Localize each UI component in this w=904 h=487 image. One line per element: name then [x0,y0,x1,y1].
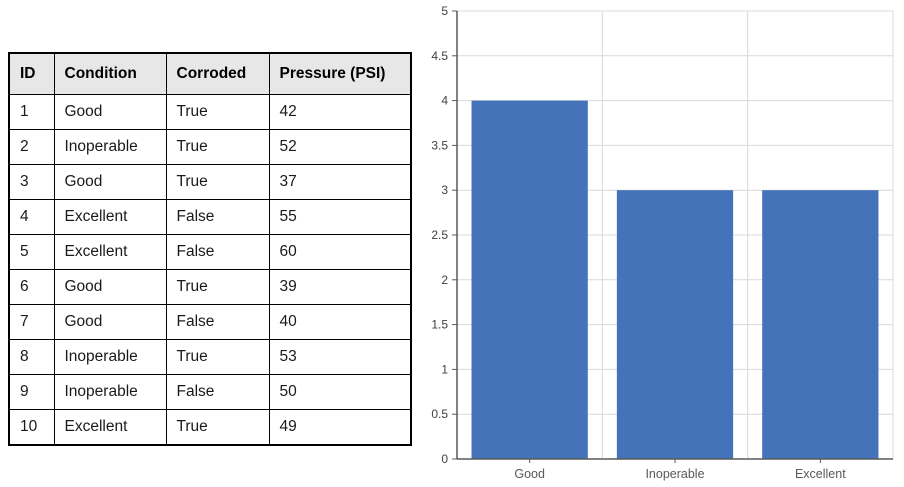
header-cell-pressure-psi: Pressure (PSI) [268,52,412,95]
table-row: 3 Good True 37 [8,164,412,200]
table-cell: False [165,304,270,340]
x-category-label: Good [514,467,545,481]
table-body: 1 Good True 42 2 Inoperable True 52 3 Good True 37 4… [8,94,412,446]
table-cell: 39 [268,269,412,305]
y-tick-label: 4 [441,94,448,108]
y-tick-label: 2 [441,273,448,287]
table-row: 7 Good False 40 [8,304,412,340]
table-cell: Good [53,164,167,200]
table-cell: 60 [268,234,412,270]
table-cell: 37 [268,164,412,200]
table-cell: 55 [268,199,412,235]
header-cell-id: ID [8,52,55,95]
table-cell: 9 [8,374,55,410]
table-cell: 49 [268,409,412,446]
table-cell: 2 [8,129,55,165]
bar-chart: 0 0.5 1 1.5 2 2.5 3 3.5 4 4.5 5 Good Inoperable Excel… [430,0,904,487]
table-header-row: ID Condition Corroded Pressure (PSI) [8,52,412,95]
table-cell: False [165,199,270,235]
table-row: 1 Good True 42 [8,94,412,130]
y-tick-label: 3.5 [431,138,448,152]
x-category-label: Excellent [795,467,846,481]
table-cell: True [165,94,270,130]
header-cell-corroded: Corroded [165,52,270,95]
table-cell: Excellent [53,409,167,446]
table-cell: 42 [268,94,412,130]
y-tick-label: 1 [441,362,448,376]
bar-good [471,100,588,459]
bar-excellent [762,190,879,459]
table-cell: Excellent [53,234,167,270]
table-cell: 4 [8,199,55,235]
header-cell-condition: Condition [53,52,167,95]
table-cell: True [165,129,270,165]
table-cell: 3 [8,164,55,200]
table-cell: 40 [268,304,412,340]
table-cell: Inoperable [53,339,167,375]
table-row: 6 Good True 39 [8,269,412,305]
table-cell: Inoperable [53,129,167,165]
pipes-data-table: ID Condition Corroded Pressure (PSI) 1 Good T… [8,52,412,446]
y-tick-label: 1.5 [431,318,448,332]
table-cell: 5 [8,234,55,270]
table-cell: 10 [8,409,55,446]
table-row: 4 Excellent False 55 [8,199,412,235]
table-cell: Good [53,94,167,130]
y-tick-label: 5 [441,4,448,18]
table-cell: True [165,339,270,375]
table-cell: Good [53,269,167,305]
table-cell: True [165,269,270,305]
y-tick-label: 0.5 [431,407,448,421]
table-cell: 6 [8,269,55,305]
table-cell: 1 [8,94,55,130]
bar-inoperable [616,190,734,459]
table-cell: Good [53,304,167,340]
table-row: 8 Inoperable True 53 [8,339,412,375]
y-tick-label: 3 [441,183,448,197]
y-tick-label: 2.5 [431,228,448,242]
table-row: 10 Excellent True 49 [8,409,412,446]
table-row: 5 Excellent False 60 [8,234,412,270]
table-cell: 52 [268,129,412,165]
y-tick-label: 4.5 [431,49,448,63]
table-cell: False [165,234,270,270]
table-row: 2 Inoperable True 52 [8,129,412,165]
table-cell: True [165,164,270,200]
table-cell: False [165,374,270,410]
y-tick-label: 0 [441,452,448,466]
x-category-label: Inoperable [645,467,704,481]
table-cell: 50 [268,374,412,410]
table-cell: Excellent [53,199,167,235]
table-cell: True [165,409,270,446]
table-cell: Inoperable [53,374,167,410]
bar-chart-canvas: 0 0.5 1 1.5 2 2.5 3 3.5 4 4.5 5 Good Inoperable Excel… [431,4,894,481]
table-row: 9 Inoperable False 50 [8,374,412,410]
table-cell: 7 [8,304,55,340]
table-cell: 8 [8,339,55,375]
table-cell: 53 [268,339,412,375]
